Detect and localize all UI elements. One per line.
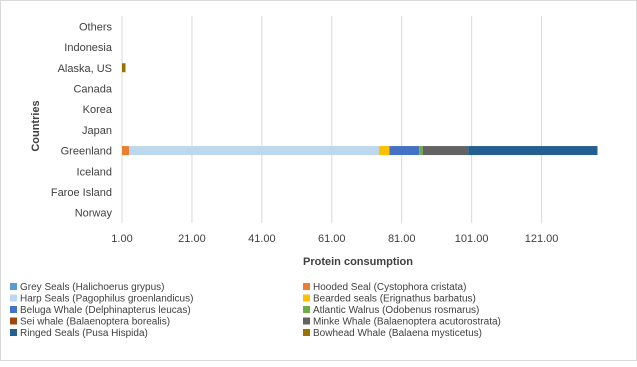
legend-swatch xyxy=(303,329,310,336)
legend-label: Atlantic Walrus (Odobenus rosmarus) xyxy=(313,305,479,316)
legend-swatch xyxy=(10,329,17,336)
x-tick-label: 121.00 xyxy=(525,233,559,245)
y-tick-label: Japan xyxy=(82,125,112,137)
grid-lines xyxy=(121,16,543,223)
legend-swatch xyxy=(10,283,17,290)
y-tick-label: Norway xyxy=(75,208,113,220)
x-tick-label: 61.00 xyxy=(318,233,346,245)
bar-segment xyxy=(378,146,390,156)
legend-label: Sei whale (Balaenoptera borealis) xyxy=(20,317,170,328)
x-tick-label: 41.00 xyxy=(248,233,276,245)
legend-label: Minke Whale (Balaenoptera acutorostrata) xyxy=(313,317,501,328)
x-tick-label: 21.00 xyxy=(178,233,206,245)
legend-label: Hooded Seal (Cystophora cristata) xyxy=(313,282,466,293)
bar-segment xyxy=(422,146,469,156)
bar-segment xyxy=(122,63,126,73)
legend-swatch xyxy=(303,317,310,325)
x-tick-labels: 1.00 21.00 41.00 61.00 81.00 101.00 121.00 xyxy=(111,233,558,245)
legend-label: Grey Seals (Halichoerus grypus) xyxy=(20,282,165,293)
legend-label: Bearded seals (Erignathus barbatus) xyxy=(313,294,476,305)
legend-swatch xyxy=(303,306,310,313)
legend-label: Harp Seals (Pagophilus groenlandicus) xyxy=(20,294,193,305)
y-tick-label: Canada xyxy=(73,83,112,95)
legend-swatch xyxy=(10,294,17,302)
y-tick-label: Others xyxy=(79,21,113,33)
legend-swatch xyxy=(10,306,17,313)
y-tick-labels: Norway Faroe Island Iceland Greenland Japan K… xyxy=(51,21,113,219)
y-tick-label: Indonesia xyxy=(64,42,113,54)
x-axis-title: Protein consumption xyxy=(303,256,413,268)
y-tick-label: Alaska, US xyxy=(58,63,112,75)
bar-segment xyxy=(419,146,423,156)
y-tick-label: Iceland xyxy=(77,166,112,178)
x-tick-label: 81.00 xyxy=(388,233,416,245)
bar-segment xyxy=(122,146,129,156)
legend-label: Bowhead Whale (Balaena mysticetus) xyxy=(313,328,482,339)
y-tick-label: Greenland xyxy=(61,146,112,158)
legend-swatch xyxy=(303,283,310,290)
y-axis-title: Countries xyxy=(30,100,42,151)
legend-label: Beluga Whale (Delphinapterus leucas) xyxy=(20,305,191,316)
bar-segment xyxy=(389,146,420,156)
x-tick-label: 1.00 xyxy=(111,233,132,245)
legend: Grey Seals (Halichoerus grypus) Hooded Se… xyxy=(10,282,501,339)
legend-swatch xyxy=(10,317,17,325)
legend-label: Ringed Seals (Pusa Hispida) xyxy=(20,328,148,339)
y-tick-label: Korea xyxy=(83,104,113,116)
y-tick-label: Faroe Island xyxy=(51,187,112,199)
bar-layer xyxy=(122,63,598,156)
bar-segment xyxy=(128,146,379,156)
bar-segment xyxy=(468,146,598,156)
legend-swatch xyxy=(303,294,310,302)
x-tick-label: 101.00 xyxy=(455,233,489,245)
